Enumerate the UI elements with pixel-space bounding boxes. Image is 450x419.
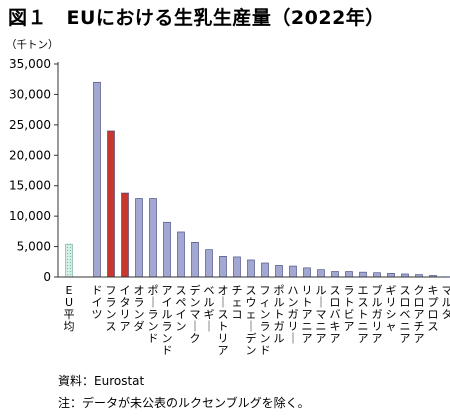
bar-17 — [317, 269, 325, 278]
x-tick-label: ポルトガル — [274, 284, 285, 345]
x-tick-label: マルタ — [442, 284, 450, 321]
bar-8 — [191, 242, 199, 278]
bar-16 — [303, 267, 311, 278]
chart-title: 図１ EUにおける生乳生産量（2022年） — [8, 7, 385, 29]
bar-19 — [345, 271, 353, 278]
x-tick-label: フランス — [106, 284, 117, 333]
x-tick-label: ドイツ — [92, 284, 103, 321]
bar-13 — [261, 262, 269, 278]
y-tick-label: 25,000 — [9, 118, 51, 132]
bar-7 — [177, 231, 185, 278]
x-tick-label: オ｜ストリア — [218, 284, 229, 357]
x-tick-label: オランダ — [134, 284, 145, 333]
bar-5 — [149, 198, 157, 278]
x-tick-label: チェコ — [232, 284, 243, 321]
x-tick-label: ギリシャ — [386, 284, 397, 333]
x-tick-label: デンマ｜ク — [190, 283, 201, 345]
bar-15 — [289, 265, 297, 278]
y-tick-label: 0 — [43, 270, 51, 284]
x-tick-label: リトアニア — [302, 284, 313, 345]
x-tick-label: E U 平均 — [64, 284, 75, 333]
y-tick-label: 15,000 — [9, 179, 51, 193]
x-tick-label: ブルガリア — [372, 283, 383, 345]
x-tick-label: スロバキア — [330, 284, 341, 345]
bar-9 — [205, 249, 213, 278]
bar-0 — [65, 243, 73, 278]
y-tick-label: 20,000 — [9, 148, 51, 162]
bar-10 — [219, 256, 227, 278]
x-tick-label: ハンガリ｜ — [288, 284, 299, 345]
x-tick-label: アイルランド — [162, 284, 173, 357]
bar-11 — [233, 256, 241, 278]
x-tick-label: エストニア — [358, 284, 369, 345]
x-tick-label: スペイン — [176, 284, 187, 333]
bar-20 — [359, 271, 367, 278]
bar-2 — [107, 130, 115, 278]
bar-12 — [247, 259, 255, 278]
x-tick-label: スロベニア — [400, 284, 411, 345]
x-tick-label: スウェ｜デン — [246, 284, 257, 357]
y-tick-label: 10,000 — [9, 209, 51, 223]
x-tick-label: ポ｜ランド — [148, 284, 159, 345]
bar-4 — [135, 198, 143, 278]
x-tick-label: ラトビア — [344, 284, 355, 333]
x-tick-label: キプロス — [428, 284, 439, 333]
bar-21 — [373, 272, 381, 278]
bar-14 — [275, 265, 283, 278]
x-tick-label: フィンランド — [260, 284, 271, 357]
y-tick-label: 35,000 — [9, 57, 51, 71]
x-tick-label: イタリア — [120, 284, 131, 333]
x-tick-label: クロアチア — [414, 284, 425, 345]
bar-18 — [331, 271, 339, 278]
bar-22 — [387, 273, 395, 278]
y-tick-label: 30,000 — [9, 87, 51, 101]
x-tick-label: ル｜マニア — [316, 284, 327, 345]
x-tick-label: ベルギ｜ — [204, 284, 215, 333]
y-tick-label: 5,000 — [17, 240, 51, 254]
footnote: 注：データが未公表のルクセンブルグを除く。 — [58, 396, 310, 410]
source-note: 資料：Eurostat — [58, 374, 145, 388]
y-axis-unit: （千トン） — [6, 39, 59, 51]
bar-3 — [121, 192, 129, 278]
bar-6 — [163, 221, 171, 278]
bar-1 — [93, 81, 101, 278]
bar-26 — [443, 276, 450, 278]
